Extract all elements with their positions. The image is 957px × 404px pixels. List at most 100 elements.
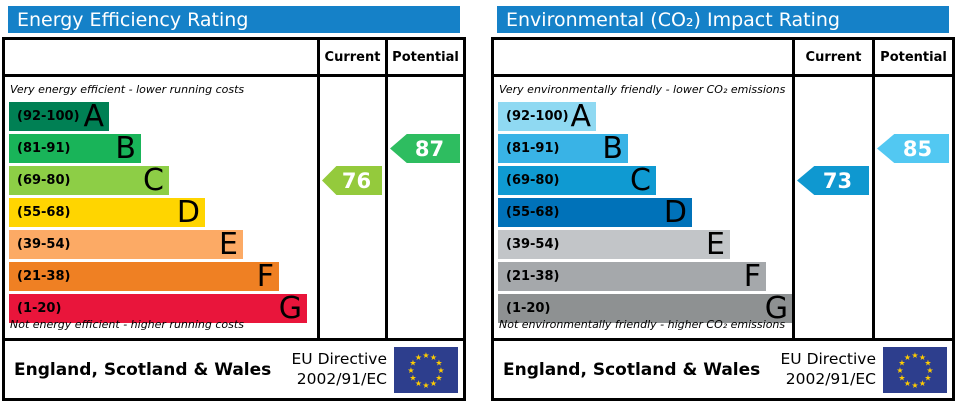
band-range-label: (39-54) (17, 237, 71, 252)
band-e: (39-54) E (498, 227, 730, 262)
bottom-annotation: Not energy efficient - higher running co… (10, 318, 244, 331)
eu-directive-line2: 2002/91/EC (296, 369, 387, 388)
svg-text:★: ★ (919, 379, 926, 388)
current-value-cell: 76 (317, 77, 385, 338)
svg-text:★: ★ (437, 366, 444, 375)
band-g: (1-20) G (498, 291, 792, 326)
band-d: (55-68) D (9, 195, 205, 230)
eu-directive-line1: EU Directive (780, 350, 877, 369)
svg-text:★: ★ (911, 351, 918, 360)
eu-directive-line1: EU Directive (291, 350, 388, 369)
band-range-label: (55-68) (17, 205, 71, 220)
table-header-row: Current Potential (5, 40, 463, 77)
band-range-label: (1-20) (17, 301, 62, 316)
svg-text:★: ★ (904, 353, 911, 362)
svg-text:★: ★ (898, 373, 905, 382)
band-range-label: (69-80) (17, 173, 71, 188)
svg-text:★: ★ (435, 373, 442, 382)
svg-text:★: ★ (430, 353, 437, 362)
eu-directive-label: EU Directive 2002/91/EC (781, 350, 884, 389)
region-label: England, Scotland & Wales (14, 359, 272, 380)
band-f: (21-38) F (498, 259, 766, 294)
svg-text:★: ★ (898, 358, 905, 367)
band-g: (1-20) G (9, 291, 307, 326)
band-letter: C (630, 163, 651, 198)
svg-text:★: ★ (435, 358, 442, 367)
current-rating-arrow: 76 (322, 166, 382, 195)
svg-text:★: ★ (409, 373, 416, 382)
svg-text:★: ★ (904, 379, 911, 388)
potential-rating-arrow: 87 (390, 134, 460, 163)
rating-bands: (92-100) A (81-91) B (69-80) C (55-68) D (39… (498, 102, 792, 326)
band-b: (81-91) B (498, 134, 628, 164)
eu-directive-label: EU Directive 2002/91/EC (292, 350, 395, 389)
band-letter: G (764, 291, 788, 326)
band-a: (92-100) A (498, 99, 596, 134)
band-letter: A (83, 99, 104, 134)
band-letter: G (278, 291, 302, 326)
svg-text:★: ★ (926, 366, 933, 375)
svg-text:★: ★ (415, 353, 422, 362)
top-annotation: Very energy efficient - lower running co… (10, 83, 245, 96)
svg-text:★: ★ (924, 358, 931, 367)
top-annotation: Very environmentally friendly - lower CO… (499, 83, 786, 96)
band-range-label: (21-38) (17, 269, 71, 284)
band-range-label: (55-68) (506, 205, 560, 220)
svg-text:★: ★ (415, 379, 422, 388)
energy-efficiency-panel: Energy Efficiency Rating Current Potenti… (2, 0, 466, 404)
eu-flag-icon: ★ ★★ ★★★ ★★★ ★★★ (394, 346, 458, 393)
table-body-row: Very environmentally friendly - lower CO… (494, 77, 952, 338)
svg-text:★: ★ (430, 379, 437, 388)
band-range-label: (92-100) (17, 109, 80, 124)
panel-title: Energy Efficiency Rating (8, 6, 460, 33)
band-chart-area: Very energy efficient - lower running co… (5, 77, 317, 338)
band-range-label: (92-100) (506, 109, 569, 124)
band-letter: B (115, 131, 136, 166)
band-letter: F (743, 259, 761, 294)
band-letter: D (176, 195, 200, 230)
svg-text:★: ★ (407, 366, 414, 375)
current-rating-arrow: 73 (797, 166, 869, 195)
current-column-header: Current (792, 40, 872, 74)
potential-value-cell: 85 (872, 77, 952, 338)
current-value-cell: 73 (792, 77, 872, 338)
band-range-label: (81-91) (506, 141, 560, 156)
band-letter: E (219, 227, 238, 262)
band-e: (39-54) E (9, 227, 243, 262)
eu-flag-icon: ★ ★★ ★★★ ★★★ ★★★ (883, 346, 947, 393)
band-a: (92-100) A (9, 99, 109, 134)
current-column-header: Current (317, 40, 385, 74)
svg-text:★: ★ (924, 373, 931, 382)
band-letter: F (256, 259, 274, 294)
band-letter: C (143, 163, 164, 198)
svg-text:★: ★ (911, 381, 918, 390)
band-range-label: (21-38) (506, 269, 560, 284)
table-body-row: Very energy efficient - lower running co… (5, 77, 463, 338)
rating-table: Current Potential Very energy efficient … (2, 37, 466, 401)
potential-column-header: Potential (872, 40, 952, 74)
bottom-annotation: Not environmentally friendly - higher CO… (499, 318, 786, 331)
band-range-label: (81-91) (17, 141, 71, 156)
band-f: (21-38) F (9, 259, 279, 294)
band-letter: A (570, 99, 591, 134)
region-label: England, Scotland & Wales (503, 359, 761, 380)
potential-rating-arrow: 85 (877, 134, 949, 163)
svg-text:★: ★ (896, 366, 903, 375)
rating-bands: (92-100) A (81-91) B (69-80) C (55-68) D (39… (9, 102, 317, 326)
band-chart-area: Very environmentally friendly - lower CO… (494, 77, 792, 338)
band-b: (81-91) B (9, 131, 141, 166)
environmental-impact-panel: Environmental (CO₂) Impact Rating Curren… (491, 0, 955, 404)
potential-column-header: Potential (385, 40, 463, 74)
svg-text:★: ★ (422, 351, 429, 360)
band-d: (55-68) D (498, 195, 692, 230)
eu-directive-line2: 2002/91/EC (785, 369, 876, 388)
potential-value-cell: 87 (385, 77, 463, 338)
band-letter: D (663, 195, 687, 230)
table-footer-row: England, Scotland & Wales EU Directive 2… (5, 338, 463, 398)
band-letter: E (706, 227, 725, 262)
table-footer-row: England, Scotland & Wales EU Directive 2… (494, 338, 952, 398)
band-c: (69-80) C (498, 163, 656, 198)
svg-text:★: ★ (409, 358, 416, 367)
panel-title: Environmental (CO₂) Impact Rating (497, 6, 949, 33)
header-spacer-cell (5, 40, 317, 74)
